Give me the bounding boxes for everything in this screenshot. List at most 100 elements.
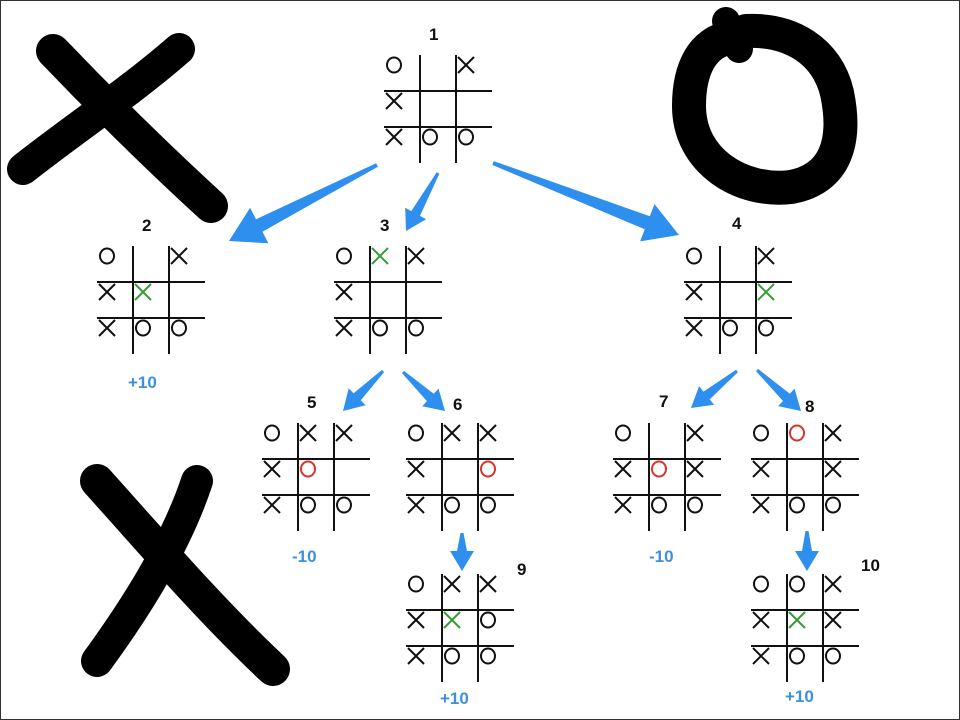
cell-o-mark — [613, 423, 649, 459]
cell-x-mark — [442, 610, 478, 646]
cell-o-mark — [478, 610, 514, 646]
board-grid — [406, 574, 514, 682]
cell-x-mark — [442, 423, 478, 459]
cell-o-mark — [334, 495, 370, 531]
board-3 — [334, 246, 442, 354]
cell-empty — [169, 282, 205, 318]
node-label-4: 4 — [732, 214, 742, 233]
arrow-1-to-3 — [405, 172, 440, 231]
cell-x-mark — [684, 318, 720, 354]
cell-x-mark — [406, 246, 442, 282]
board-9 — [406, 574, 514, 682]
cell-o-mark — [456, 127, 492, 163]
cell-empty — [456, 91, 492, 127]
cell-x-mark — [298, 423, 334, 459]
cell-o-mark — [823, 646, 859, 682]
board-7 — [613, 423, 721, 531]
cell-o-mark — [442, 495, 478, 531]
cell-x-mark — [751, 646, 787, 682]
cell-x-mark — [823, 574, 859, 610]
cell-x-mark — [684, 282, 720, 318]
cell-o-mark — [370, 318, 406, 354]
cell-o-mark — [684, 246, 720, 282]
arrow-4-to-7 — [691, 369, 738, 408]
cell-x-mark — [613, 495, 649, 531]
score-2: +10 — [128, 373, 157, 392]
score-7: -10 — [649, 547, 674, 566]
cell-x-mark — [751, 610, 787, 646]
cell-o-mark — [384, 55, 420, 91]
cell-empty — [787, 459, 823, 495]
cell-o-mark — [478, 646, 514, 682]
cell-o-mark — [787, 574, 823, 610]
cell-x-mark — [685, 459, 721, 495]
cell-x-mark — [334, 282, 370, 318]
board-grid — [751, 423, 859, 531]
score-5: -10 — [292, 547, 317, 566]
cell-empty — [406, 282, 442, 318]
cell-o-mark — [97, 246, 133, 282]
board-10 — [751, 574, 859, 682]
cell-empty — [442, 459, 478, 495]
node-label-2: 2 — [142, 216, 152, 235]
cell-o-mark — [406, 318, 442, 354]
cell-x-mark — [823, 423, 859, 459]
cell-x-mark — [613, 459, 649, 495]
board-grid — [262, 423, 370, 531]
cell-o-mark — [823, 495, 859, 531]
cell-x-mark — [685, 423, 721, 459]
node-label-3: 3 — [380, 216, 390, 235]
cell-x-mark — [406, 610, 442, 646]
cell-o-mark — [262, 423, 298, 459]
score-9: +10 — [440, 689, 469, 708]
cell-x-mark — [751, 495, 787, 531]
cell-empty — [420, 55, 456, 91]
cell-o-mark — [406, 423, 442, 459]
cell-o-mark — [133, 318, 169, 354]
cell-x-mark — [97, 318, 133, 354]
cell-o-mark — [298, 459, 334, 495]
cell-o-mark — [751, 423, 787, 459]
board-grid — [384, 55, 492, 163]
cell-empty — [370, 282, 406, 318]
board-4 — [684, 246, 792, 354]
cell-x-mark — [456, 55, 492, 91]
cell-x-mark — [384, 127, 420, 163]
cell-x-mark — [262, 459, 298, 495]
big-x-top-left-icon — [7, 33, 228, 223]
cell-o-mark — [720, 318, 756, 354]
cell-x-mark — [823, 610, 859, 646]
arrow-3-to-5 — [343, 369, 385, 411]
node-label-8: 8 — [805, 397, 815, 416]
board-grid — [97, 246, 205, 354]
cell-x-mark — [262, 495, 298, 531]
cell-o-mark — [649, 495, 685, 531]
cell-o-mark — [649, 459, 685, 495]
cell-empty — [420, 91, 456, 127]
board-grid — [751, 574, 859, 682]
cell-empty — [334, 459, 370, 495]
cell-o-mark — [751, 574, 787, 610]
board-6 — [406, 423, 514, 531]
board-5 — [262, 423, 370, 531]
cell-empty — [720, 282, 756, 318]
cell-o-mark — [478, 495, 514, 531]
cell-x-mark — [756, 282, 792, 318]
node-label-9: 9 — [517, 560, 527, 579]
cell-x-mark — [169, 246, 205, 282]
board-grid — [684, 246, 792, 354]
arrow-3-to-6 — [402, 370, 445, 411]
cell-o-mark — [787, 495, 823, 531]
cell-empty — [720, 246, 756, 282]
cell-empty — [649, 423, 685, 459]
cell-o-mark — [442, 646, 478, 682]
board-8 — [751, 423, 859, 531]
cell-empty — [133, 246, 169, 282]
board-grid — [406, 423, 514, 531]
board-1 — [384, 55, 492, 163]
cell-x-mark — [133, 282, 169, 318]
cell-o-mark — [420, 127, 456, 163]
cell-x-mark — [478, 423, 514, 459]
